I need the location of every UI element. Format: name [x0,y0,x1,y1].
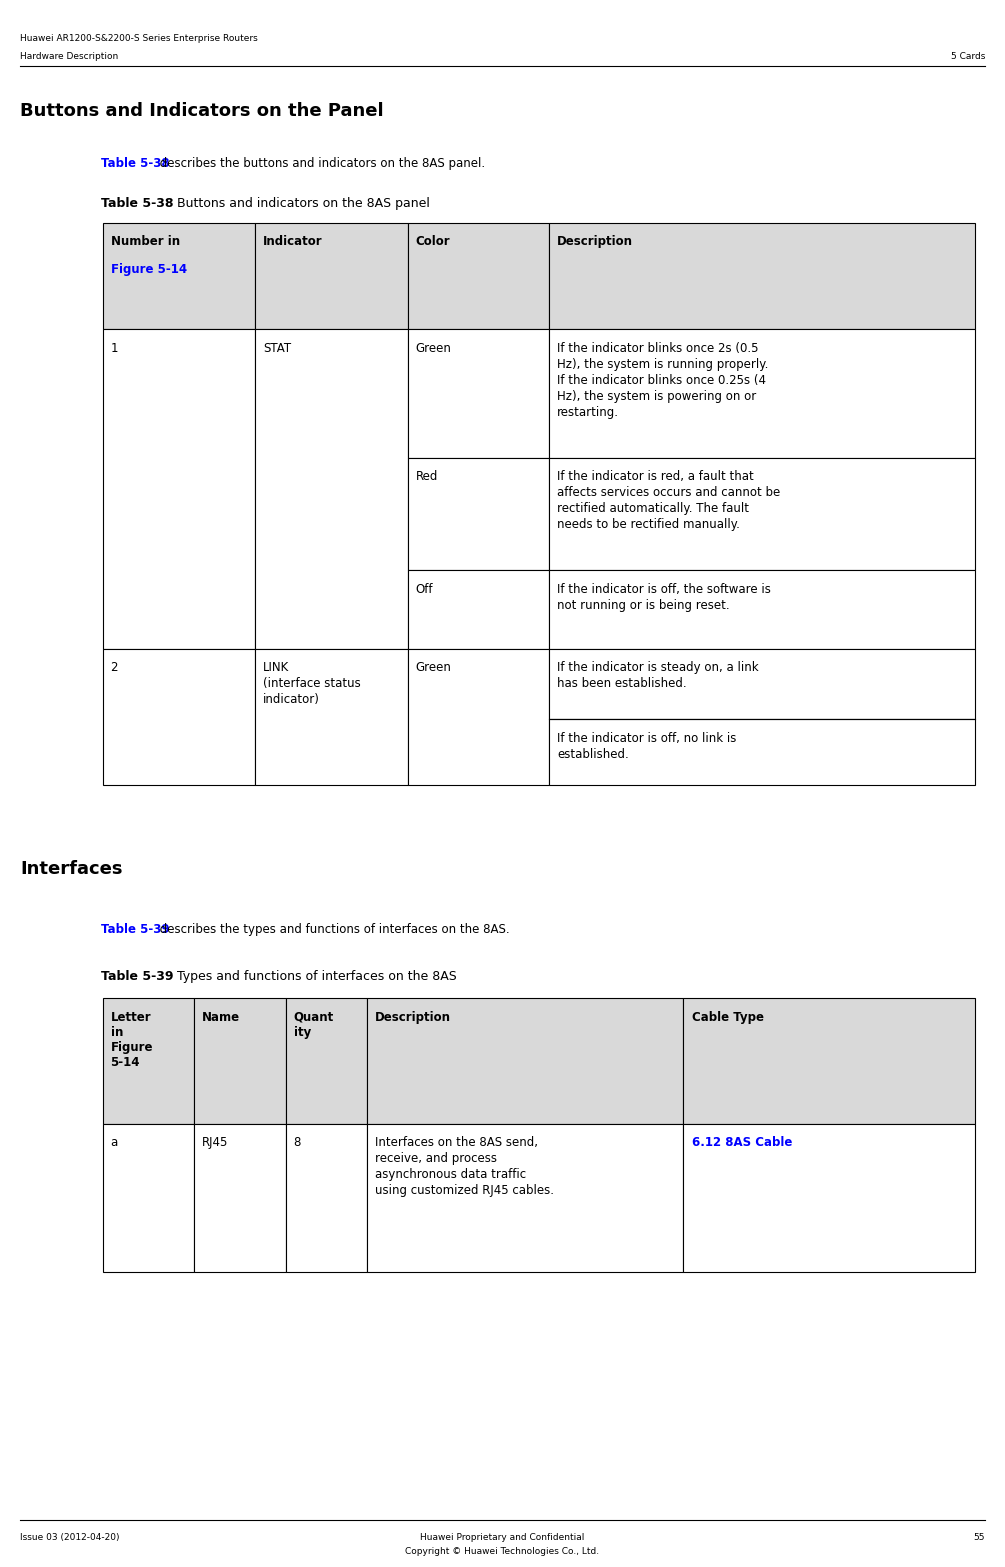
Text: 55: 55 [974,1533,985,1542]
Bar [194,998,285,1124]
Text: Issue 03 (2012-04-20): Issue 03 (2012-04-20) [20,1533,120,1542]
Text: 2: 2 [111,661,118,674]
Bar [683,998,975,1124]
Bar [285,998,367,1124]
Bar [103,329,255,649]
Text: If the indicator is steady on, a link
has been established.: If the indicator is steady on, a link ha… [557,661,759,691]
Text: Number in: Number in [111,235,180,248]
Bar [549,329,975,458]
Bar [549,458,975,570]
Text: 8: 8 [293,1136,302,1149]
Text: Green: Green [416,661,451,674]
Text: describes the types and functions of interfaces on the 8AS.: describes the types and functions of int… [156,923,510,935]
Bar [255,223,408,329]
Text: LINK
(interface status
indicator): LINK (interface status indicator) [263,661,361,707]
Text: Name: Name [202,1011,240,1023]
Text: Quant
ity: Quant ity [293,1011,334,1039]
Text: Figure 5-14: Figure 5-14 [111,263,187,276]
Text: If the indicator is off, the software is
not running or is being reset.: If the indicator is off, the software is… [557,583,771,613]
Text: Huawei Proprietary and Confidential: Huawei Proprietary and Confidential [420,1533,585,1542]
Text: Description: Description [557,235,633,248]
Text: Color: Color [416,235,450,248]
Text: If the indicator is off, no link is
established.: If the indicator is off, no link is esta… [557,732,737,762]
Bar [408,223,549,329]
Text: Types and functions of interfaces on the 8AS: Types and functions of interfaces on the… [173,970,456,983]
Text: If the indicator blinks once 2s (0.5
Hz), the system is running properly.
If the: If the indicator blinks once 2s (0.5 Hz)… [557,342,769,418]
Bar [194,1124,285,1272]
Bar [408,458,549,570]
Text: Buttons and Indicators on the Panel: Buttons and Indicators on the Panel [20,102,384,119]
Text: Copyright © Huawei Technologies Co., Ltd.: Copyright © Huawei Technologies Co., Ltd… [405,1547,600,1556]
Text: Table 5-38: Table 5-38 [100,197,173,210]
Bar [285,1124,367,1272]
Text: Interfaces: Interfaces [20,860,123,878]
Text: 1: 1 [111,342,118,354]
Bar [103,223,255,329]
Bar [683,1124,975,1272]
Text: Buttons and indicators on the 8AS panel: Buttons and indicators on the 8AS panel [173,197,430,210]
Bar [549,570,975,649]
Bar [367,1124,683,1272]
Text: Green: Green [416,342,451,354]
Bar [549,719,975,785]
Text: Description: Description [375,1011,451,1023]
Text: Hardware Description: Hardware Description [20,52,119,61]
Bar [367,998,683,1124]
Text: RJ45: RJ45 [202,1136,228,1149]
Bar [549,649,975,719]
Text: STAT: STAT [263,342,291,354]
Text: If the indicator is red, a fault that
affects services occurs and cannot be
rect: If the indicator is red, a fault that af… [557,470,781,531]
Bar [408,570,549,649]
Text: a: a [111,1136,118,1149]
Text: describes the buttons and indicators on the 8AS panel.: describes the buttons and indicators on … [156,157,484,169]
Text: Table 5-38: Table 5-38 [100,157,169,169]
Bar [103,649,255,785]
Bar [103,1124,194,1272]
Text: Interfaces on the 8AS send,
receive, and process
asynchronous data traffic
using: Interfaces on the 8AS send, receive, and… [375,1136,554,1197]
Bar [255,329,408,649]
Text: Huawei AR1200-S&2200-S Series Enterprise Routers: Huawei AR1200-S&2200-S Series Enterprise… [20,34,258,44]
Text: Letter
in
Figure
5-14: Letter in Figure 5-14 [111,1011,153,1069]
Text: Off: Off [416,583,433,595]
Text: Cable Type: Cable Type [691,1011,764,1023]
Bar [408,649,549,785]
Text: 6.12 8AS Cable: 6.12 8AS Cable [691,1136,792,1149]
Text: Table 5-39: Table 5-39 [100,923,169,935]
Text: Table 5-39: Table 5-39 [100,970,173,983]
Bar [549,223,975,329]
Bar [255,649,408,785]
Bar [103,998,194,1124]
Text: Red: Red [416,470,438,483]
Bar [408,329,549,458]
Text: 5 Cards: 5 Cards [951,52,985,61]
Text: Indicator: Indicator [263,235,323,248]
